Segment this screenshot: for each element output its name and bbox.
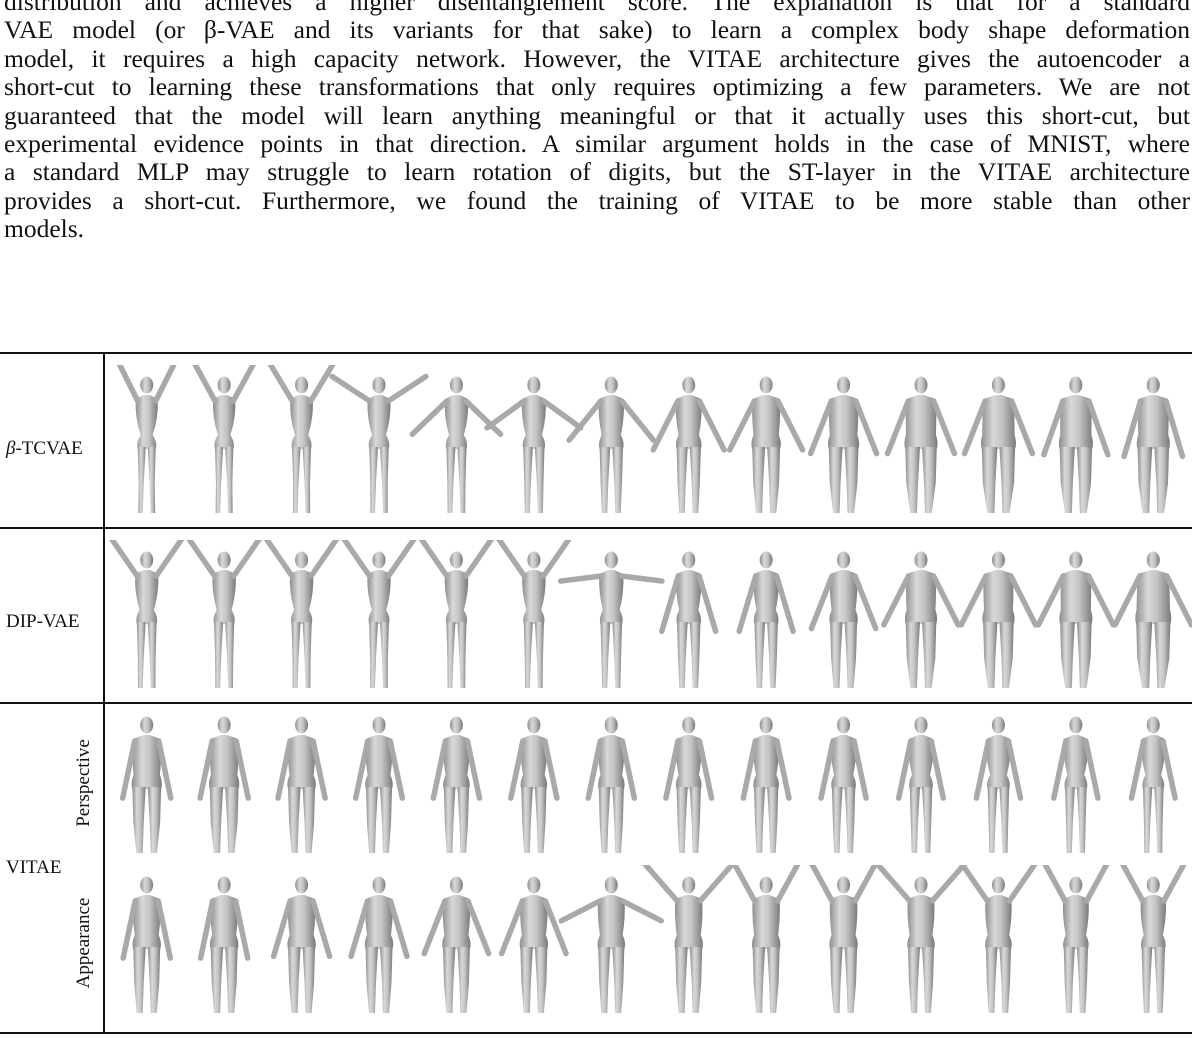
sub-label-appearance: Appearance [73, 897, 94, 989]
body-figure [496, 540, 572, 688]
body-figure [642, 865, 736, 1013]
body-figure [557, 551, 665, 688]
body-figure [109, 540, 185, 688]
paragraph-line: short-cut to learning these transformati… [4, 72, 1190, 102]
body-figure [663, 716, 715, 853]
body-figure [498, 876, 569, 1013]
body-figure [1035, 551, 1117, 688]
body-figure [119, 716, 174, 853]
body-figure [740, 716, 792, 853]
figure-row-divider [0, 702, 1192, 704]
body-figure [186, 540, 262, 688]
body-figure [348, 876, 410, 1013]
body-figure [418, 540, 495, 688]
body-figure [116, 365, 177, 513]
body-figure [1128, 716, 1178, 853]
body-figure [120, 876, 174, 1013]
body-figure [1119, 865, 1187, 1013]
body-figure [421, 876, 492, 1013]
figure-top-rule [0, 352, 1192, 354]
paragraph-line: models. [4, 214, 85, 244]
body-figure [658, 551, 719, 688]
body-paragraph: distribution and achieves a higher disen… [4, 0, 1190, 244]
body-figure [341, 540, 417, 688]
body-figure [585, 716, 638, 853]
body-figure [959, 865, 1038, 1013]
body-figure [508, 716, 560, 853]
body-figure [809, 865, 878, 1013]
body-figure [807, 376, 880, 513]
body-figure [275, 716, 328, 853]
body-figure [263, 540, 340, 688]
body-figure [1112, 551, 1192, 688]
paragraph-line: distribution and achieves a higher disen… [4, 0, 1190, 16]
figure-bottom-rule [0, 1032, 1192, 1034]
body-figure [881, 551, 961, 688]
row-label-beta-tcvae: β-TCVAE [6, 438, 83, 459]
paragraph-line: model, it requires a high capacity netwo… [4, 43, 1190, 73]
body-figure [329, 373, 429, 513]
body-figure [484, 376, 584, 513]
body-figure [958, 551, 1039, 688]
body-figure [409, 376, 504, 513]
body-figure [1051, 716, 1101, 853]
body-figure [1042, 865, 1110, 1013]
vitae-perspective-figure-row [108, 705, 1192, 860]
body-figure [197, 716, 251, 853]
figure-row-divider [0, 527, 1192, 529]
vitae-appearance-figure-row [108, 865, 1192, 1020]
body-figure [352, 716, 406, 853]
body-figure [973, 716, 1024, 853]
body-figure [874, 865, 968, 1013]
body-figure [884, 376, 958, 513]
dip-vae-figure-row [108, 540, 1192, 695]
body-figure [895, 716, 947, 853]
paragraph-line: provides a short-cut. Furthermore, we fo… [4, 185, 1190, 215]
body-figure [1041, 376, 1111, 513]
row-label-dip-vae: DIP-VAE [6, 611, 80, 632]
beta-tcvae-figure-row [108, 365, 1192, 520]
body-figure [192, 365, 257, 513]
body-figure [1121, 376, 1186, 513]
body-figure [650, 376, 727, 513]
body-figure [731, 865, 801, 1013]
body-figure [197, 876, 251, 1013]
body-figure [808, 551, 879, 688]
body-figure [558, 876, 664, 1013]
paragraph-line: guaranteed that the model will learn any… [4, 100, 1190, 130]
paragraph-line: experimental evidence points in that dir… [4, 129, 1190, 159]
body-figure [270, 876, 333, 1013]
body-figure [566, 376, 657, 513]
body-figure [430, 716, 483, 853]
body-figure [726, 376, 806, 513]
body-figure [818, 716, 869, 853]
figure-label-divider [103, 352, 105, 1034]
sub-label-perspective: Perspective [73, 739, 94, 827]
row-label-vitae: VITAE [6, 857, 62, 878]
body-figure [736, 551, 796, 688]
body-figure [961, 376, 1036, 513]
paragraph-line: VAE model (or β-VAE and its variants for… [4, 15, 1190, 45]
paragraph-line: a standard MLP may struggle to learn rot… [4, 157, 1190, 187]
body-figure [267, 365, 336, 513]
